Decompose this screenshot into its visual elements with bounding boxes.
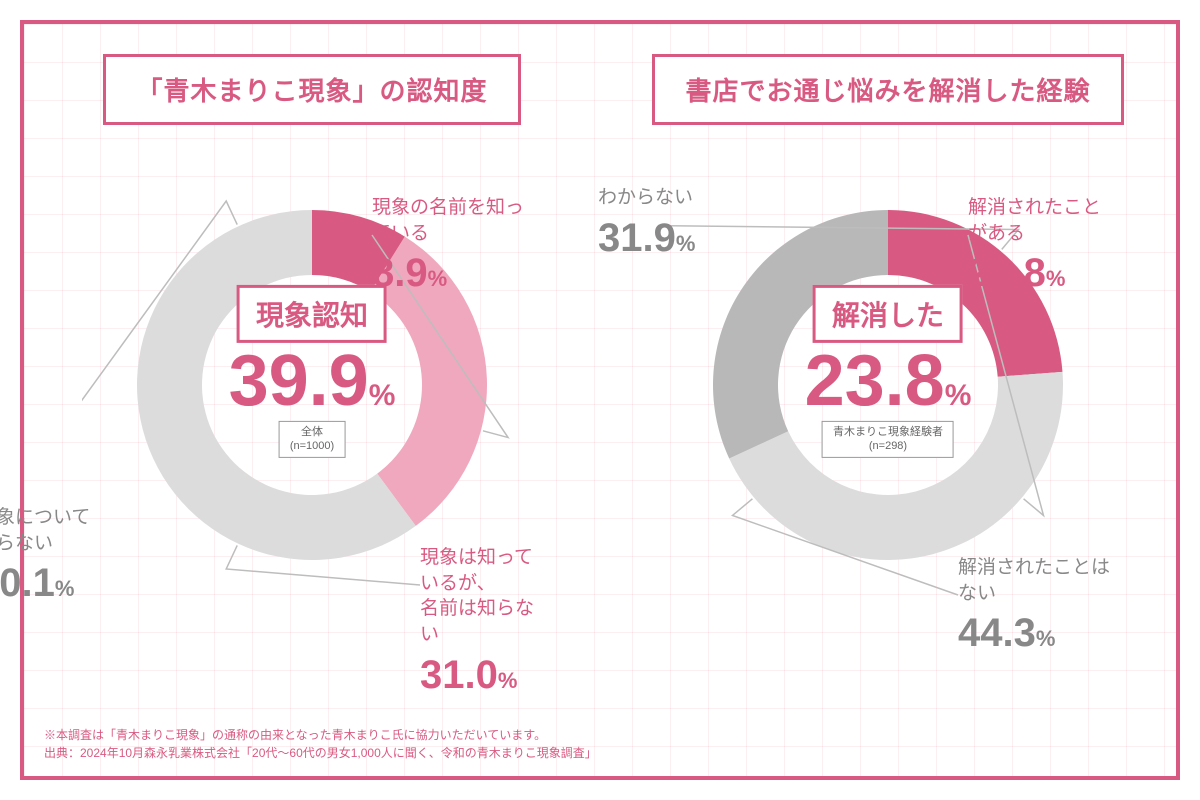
footnote: ※本調査は「青木まりこ現象」の通称の由来となった青木まりこ氏に協力いただいていま… — [44, 726, 597, 762]
segment-annotation: 解消されたことがある23.8% — [968, 195, 1118, 300]
left-donut-wrap: 現象認知 39.9% 全体(n=1000) 現象の名前を知っている8.9%現象は… — [82, 155, 542, 615]
segment-annotation: 現象の名前を知っている8.9% — [372, 195, 542, 300]
canvas: 「青木まりこ現象」の認知度 現象認知 39.9% 全体(n=1000) 現象の名… — [0, 0, 1200, 800]
segment-annotation: 現象は知っているが、名前は知らない31.0% — [420, 545, 542, 702]
left-sub-badge: 全体(n=1000) — [279, 421, 345, 458]
footnote-line1: ※本調査は「青木まりこ現象」の通称の由来となった青木まりこ氏に協力いただいていま… — [44, 728, 546, 742]
segment-annotation: 現象について知らない60.1% — [0, 505, 90, 610]
right-donut-wrap: 解消した 23.8% 青木まりこ現象経験者(n=298) 解消されたことがある2… — [658, 155, 1118, 615]
right-title: 書店でお通じ悩みを解消した経験 — [652, 54, 1123, 125]
left-center-pct: % — [369, 379, 396, 412]
left-center-value: 39.9 — [229, 341, 369, 421]
right-sub-badge: 青木まりこ現象経験者(n=298) — [822, 421, 954, 458]
right-panel: 書店でお通じ悩みを解消した経験 解消した 23.8% 青木まりこ現象経験者(n=… — [600, 24, 1176, 776]
right-center-pct: % — [945, 379, 972, 412]
columns: 「青木まりこ現象」の認知度 現象認知 39.9% 全体(n=1000) 現象の名… — [24, 24, 1176, 776]
right-center-badge: 解消した — [813, 285, 963, 343]
right-center-label: 解消した 23.8% 青木まりこ現象経験者(n=298) — [805, 285, 972, 458]
segment-annotation: 解消されたことはない44.3% — [958, 555, 1118, 660]
segment-annotation: わからない31.9% — [598, 185, 695, 265]
left-title: 「青木まりこ現象」の認知度 — [103, 54, 520, 125]
left-center-label: 現象認知 39.9% 全体(n=1000) — [229, 285, 396, 458]
left-center-badge: 現象認知 — [237, 285, 387, 343]
right-center-value: 23.8 — [805, 341, 945, 421]
footnote-line2: 出典：2024年10月森永乳業株式会社「20代〜60代の男女1,000人に聞く、… — [44, 746, 597, 760]
left-panel: 「青木まりこ現象」の認知度 現象認知 39.9% 全体(n=1000) 現象の名… — [24, 24, 600, 776]
chart-frame: 「青木まりこ現象」の認知度 現象認知 39.9% 全体(n=1000) 現象の名… — [20, 20, 1180, 780]
